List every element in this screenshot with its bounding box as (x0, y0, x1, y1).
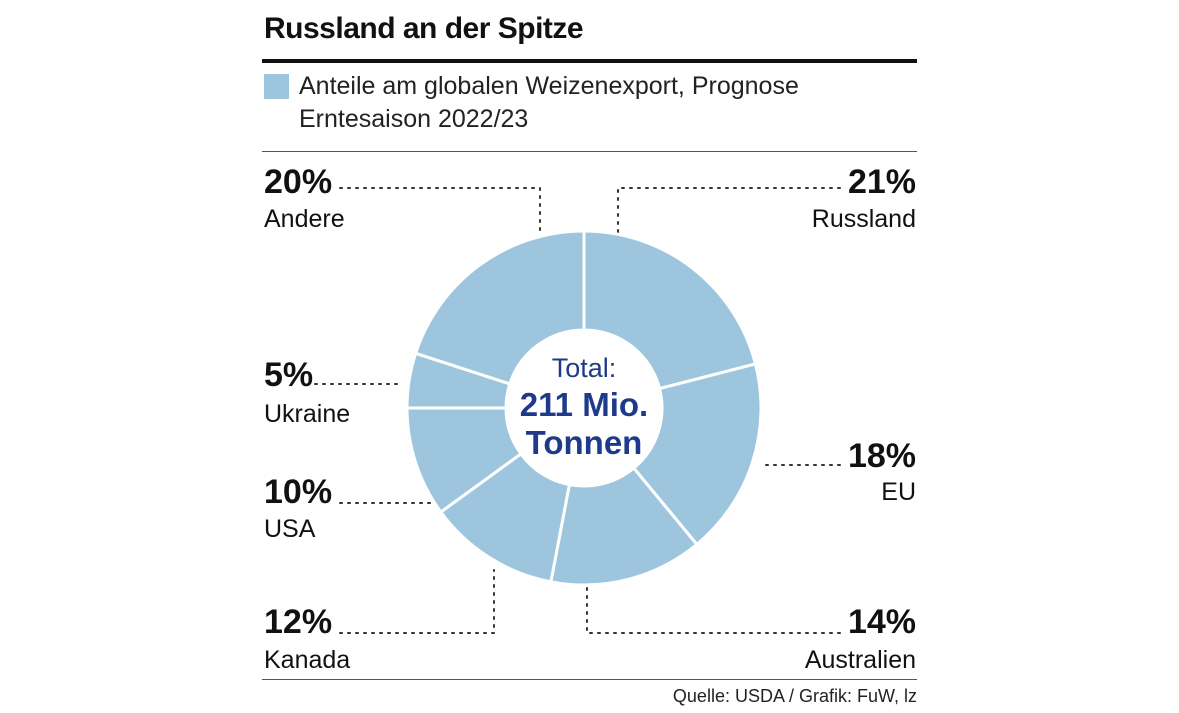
title-rule (262, 59, 917, 63)
leader-lines (314, 187, 841, 634)
center-label-line-1: Total: (552, 353, 617, 383)
donut-slices (405, 229, 763, 587)
pct-label-usa: 10% (264, 473, 332, 511)
footer-divider (262, 679, 917, 680)
name-label-ukraine: Ukraine (264, 400, 350, 428)
slice-australien (549, 465, 699, 587)
legend-divider (262, 151, 917, 152)
pct-label-australien: 14% (848, 603, 916, 641)
name-label-russland: Russland (812, 205, 916, 233)
center-label-line-3: Tonnen (526, 424, 643, 461)
pct-label-ukraine: 5% (264, 356, 313, 394)
center-label-line-2: 211 Mio. (520, 386, 648, 423)
leader-line-andere (339, 187, 541, 233)
chart-title: Russland an der Spitze (264, 12, 584, 45)
slice-kanada (438, 451, 572, 584)
name-label-andere: Andere (264, 205, 345, 233)
name-label-usa: USA (264, 515, 316, 543)
leader-line-russland (617, 187, 841, 233)
pct-label-kanada: 12% (264, 603, 332, 641)
source-note: Quelle: USDA / Grafik: FuW, lz (672, 686, 917, 706)
leader-line-kanada (339, 569, 495, 634)
slice-labels: 21% Russland 18% EU 14% Australien 12% Kanada 10… (264, 163, 916, 674)
pct-label-russland: 21% (848, 163, 916, 201)
leader-line-australien (586, 587, 841, 634)
center-label: Total:211 Mio.Tonnen (520, 353, 648, 461)
name-label-kanada: Kanada (264, 646, 350, 674)
legend-text: Anteile am globalen Weizenexport, Progno… (299, 72, 799, 133)
pct-label-eu: 18% (848, 437, 916, 475)
slice-eu (631, 362, 763, 547)
pct-label-andere: 20% (264, 163, 332, 201)
slice-russland (582, 229, 758, 391)
name-label-eu: EU (881, 478, 916, 506)
legend-swatch (264, 74, 289, 99)
name-label-australien: Australien (805, 646, 916, 674)
slice-andere (413, 229, 586, 386)
